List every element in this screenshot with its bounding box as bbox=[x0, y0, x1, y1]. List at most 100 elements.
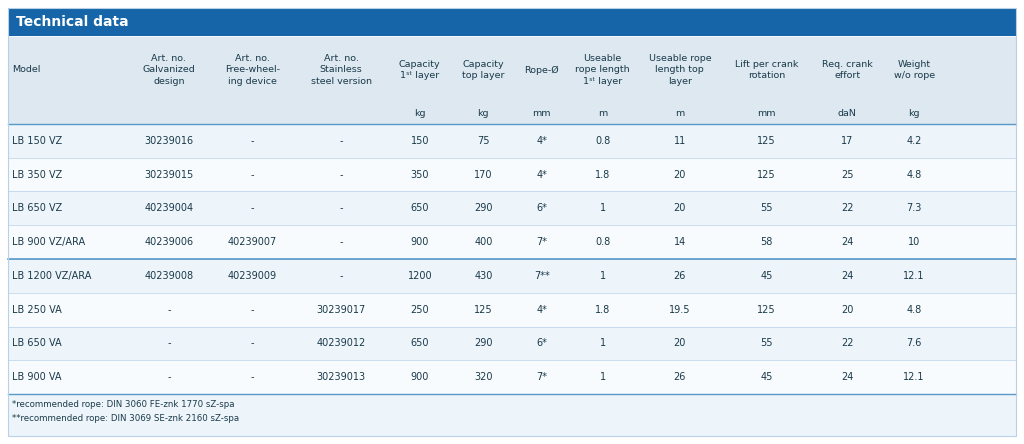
Text: 350: 350 bbox=[411, 170, 429, 180]
Text: 1200: 1200 bbox=[408, 271, 432, 281]
Text: 400: 400 bbox=[474, 237, 493, 247]
Text: 1: 1 bbox=[600, 372, 606, 382]
Text: 14: 14 bbox=[674, 237, 686, 247]
Text: **recommended rope: DIN 3069 SE-znk 2160 sZ-spa: **recommended rope: DIN 3069 SE-znk 2160… bbox=[12, 414, 240, 423]
Text: 125: 125 bbox=[474, 305, 493, 315]
Text: 10: 10 bbox=[908, 237, 921, 247]
Text: 20: 20 bbox=[674, 170, 686, 180]
Text: 30239015: 30239015 bbox=[144, 170, 194, 180]
Text: 6*: 6* bbox=[537, 338, 547, 349]
Text: Useable
rope length
1ˢᵗ layer: Useable rope length 1ˢᵗ layer bbox=[575, 55, 630, 86]
Text: mm: mm bbox=[758, 110, 776, 119]
Text: LB 150 VZ: LB 150 VZ bbox=[12, 136, 62, 146]
Text: kg: kg bbox=[414, 110, 426, 119]
Text: 40239012: 40239012 bbox=[316, 338, 366, 349]
Text: 150: 150 bbox=[411, 136, 429, 146]
Text: 4*: 4* bbox=[537, 305, 547, 315]
Text: 40239006: 40239006 bbox=[144, 237, 194, 247]
Text: m: m bbox=[598, 110, 607, 119]
Text: LB 900 VA: LB 900 VA bbox=[12, 372, 61, 382]
Text: 24: 24 bbox=[841, 372, 853, 382]
Text: Lift per crank
rotation: Lift per crank rotation bbox=[735, 60, 798, 80]
Text: 17: 17 bbox=[841, 136, 853, 146]
Text: LB 250 VA: LB 250 VA bbox=[12, 305, 61, 315]
Text: 22: 22 bbox=[841, 203, 853, 214]
Text: LB 650 VZ: LB 650 VZ bbox=[12, 203, 62, 214]
Text: -: - bbox=[339, 237, 343, 247]
Text: 1: 1 bbox=[600, 271, 606, 281]
Text: -: - bbox=[339, 203, 343, 214]
Text: 75: 75 bbox=[477, 136, 489, 146]
Text: 250: 250 bbox=[411, 305, 429, 315]
Text: -: - bbox=[167, 372, 171, 382]
Text: daN: daN bbox=[838, 110, 857, 119]
Text: 20: 20 bbox=[674, 203, 686, 214]
Text: Art. no.
Free-wheel-
ing device: Art. no. Free-wheel- ing device bbox=[225, 55, 280, 86]
Text: 900: 900 bbox=[411, 237, 429, 247]
Text: Art. no.
Stainless
steel version: Art. no. Stainless steel version bbox=[310, 55, 372, 86]
Bar bbox=[8, 8, 1016, 36]
Text: 4.2: 4.2 bbox=[906, 136, 922, 146]
Text: 7*: 7* bbox=[537, 372, 547, 382]
Text: -: - bbox=[167, 305, 171, 315]
Text: 30239016: 30239016 bbox=[144, 136, 194, 146]
Text: 1.8: 1.8 bbox=[595, 305, 610, 315]
Bar bbox=[8, 36, 1016, 124]
Text: -: - bbox=[251, 170, 254, 180]
Text: 650: 650 bbox=[411, 338, 429, 349]
Bar bbox=[8, 158, 1016, 191]
Text: LB 900 VZ/ARA: LB 900 VZ/ARA bbox=[12, 237, 85, 247]
Text: 7.3: 7.3 bbox=[906, 203, 922, 214]
Text: 55: 55 bbox=[760, 338, 773, 349]
Text: 20: 20 bbox=[841, 305, 853, 315]
Text: 40239009: 40239009 bbox=[228, 271, 278, 281]
Text: Art. no.
Galvanized
design: Art. no. Galvanized design bbox=[142, 55, 196, 86]
Text: Capacity
1ˢᵗ layer: Capacity 1ˢᵗ layer bbox=[399, 60, 440, 80]
Bar bbox=[8, 360, 1016, 394]
Text: -: - bbox=[339, 170, 343, 180]
Text: 7.6: 7.6 bbox=[906, 338, 922, 349]
Text: LB 1200 VZ/ARA: LB 1200 VZ/ARA bbox=[12, 271, 91, 281]
Text: 1.8: 1.8 bbox=[595, 170, 610, 180]
Bar bbox=[8, 259, 1016, 293]
Bar bbox=[8, 191, 1016, 225]
Text: mm: mm bbox=[532, 110, 551, 119]
Text: 30239013: 30239013 bbox=[316, 372, 366, 382]
Text: Req. crank
effort: Req. crank effort bbox=[822, 60, 872, 80]
Text: 25: 25 bbox=[841, 170, 853, 180]
Text: 58: 58 bbox=[761, 237, 773, 247]
Text: *recommended rope: DIN 3060 FE-znk 1770 sZ-spa: *recommended rope: DIN 3060 FE-znk 1770 … bbox=[12, 400, 234, 409]
Text: 6*: 6* bbox=[537, 203, 547, 214]
Text: 19.5: 19.5 bbox=[669, 305, 690, 315]
Text: 125: 125 bbox=[757, 305, 776, 315]
Text: 0.8: 0.8 bbox=[595, 237, 610, 247]
Text: 24: 24 bbox=[841, 237, 853, 247]
Text: 7**: 7** bbox=[534, 271, 550, 281]
Text: 4*: 4* bbox=[537, 136, 547, 146]
Text: -: - bbox=[339, 136, 343, 146]
Text: Capacity
top layer: Capacity top layer bbox=[462, 60, 505, 80]
Text: 4.8: 4.8 bbox=[906, 305, 922, 315]
Text: 900: 900 bbox=[411, 372, 429, 382]
Bar bbox=[8, 124, 1016, 158]
Text: 7*: 7* bbox=[537, 237, 547, 247]
Text: 40239008: 40239008 bbox=[144, 271, 194, 281]
Text: 290: 290 bbox=[474, 338, 493, 349]
Text: -: - bbox=[251, 136, 254, 146]
Bar bbox=[8, 326, 1016, 360]
Text: kg: kg bbox=[477, 110, 489, 119]
Text: LB 350 VZ: LB 350 VZ bbox=[12, 170, 62, 180]
Text: 40239004: 40239004 bbox=[144, 203, 194, 214]
Text: 55: 55 bbox=[760, 203, 773, 214]
Text: 11: 11 bbox=[674, 136, 686, 146]
Text: Useable rope
length top
layer: Useable rope length top layer bbox=[648, 55, 711, 86]
Text: kg: kg bbox=[908, 110, 920, 119]
Text: Rope-Ø: Rope-Ø bbox=[524, 65, 559, 75]
Text: 26: 26 bbox=[674, 372, 686, 382]
Text: 12.1: 12.1 bbox=[903, 271, 925, 281]
Text: 1: 1 bbox=[600, 338, 606, 349]
Text: -: - bbox=[251, 372, 254, 382]
Text: 320: 320 bbox=[474, 372, 493, 382]
Text: 45: 45 bbox=[761, 372, 773, 382]
Text: 30239017: 30239017 bbox=[316, 305, 366, 315]
